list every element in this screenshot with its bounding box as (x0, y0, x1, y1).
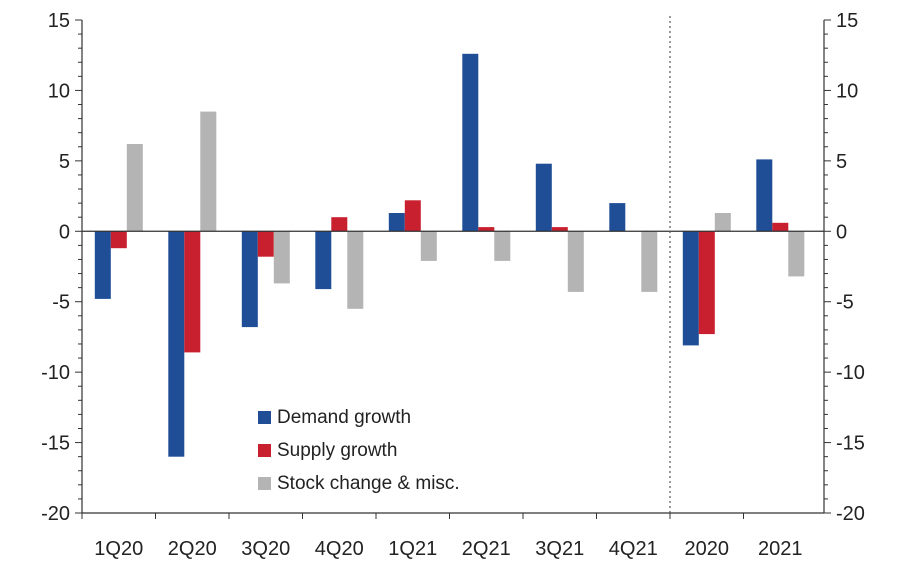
left-tick-label: -20 (41, 503, 70, 525)
legend-swatch-1 (258, 444, 271, 457)
bar-stock-change-misc-2021 (788, 231, 805, 277)
left-tick-label: 15 (48, 10, 70, 32)
right-tick-label: 10 (836, 80, 858, 102)
bar-demand-growth-3q20 (241, 231, 258, 328)
bar-stock-change-misc-3q21 (567, 231, 584, 292)
bar-demand-growth-2020 (682, 231, 699, 346)
bar-supply-growth-4q20 (331, 217, 348, 232)
x-tick-label-3q20: 3Q20 (241, 538, 290, 560)
left-tick-label: 0 (59, 221, 70, 243)
x-tick-label-2q20: 2Q20 (168, 538, 217, 560)
bar-stock-change-misc-4q21 (641, 231, 658, 292)
bar-supply-growth-3q20 (257, 231, 274, 257)
bar-supply-growth-2q21 (478, 227, 495, 232)
legend-swatch-2 (258, 477, 271, 490)
legend-label-1: Supply growth (277, 440, 397, 461)
left-tick-label: -10 (41, 362, 70, 384)
axes-group: 15 15 10 10 5 5 0 0 -5 -5 -10 -10 -15 -15 -20 -20 1Q20 2Q… (41, 10, 865, 560)
x-tick-label-4q21: 4Q21 (609, 538, 658, 560)
legend: Demand growth Supply growth Stock change &… (258, 407, 460, 494)
bar-demand-growth-4q20 (315, 231, 332, 290)
right-tick-label: 0 (836, 221, 847, 243)
legend-label-0: Demand growth (277, 407, 411, 428)
bar-stock-change-misc-2q21 (494, 231, 511, 261)
bar-supply-growth-3q21 (551, 227, 568, 232)
x-tick-label-2020: 2020 (685, 538, 730, 560)
bar-supply-growth-2021 (772, 222, 789, 232)
bar-stock-change-misc-1q21 (420, 231, 437, 261)
bar-demand-growth-2q20 (168, 231, 185, 457)
bar-supply-growth-1q21 (404, 200, 421, 232)
right-tick-label: -15 (836, 433, 865, 455)
right-tick-label: 5 (836, 151, 847, 173)
bar-demand-growth-2q21 (462, 53, 479, 232)
bar-demand-growth-4q21 (609, 203, 626, 232)
right-tick-label: -5 (836, 292, 854, 314)
bar-stock-change-misc-4q20 (347, 231, 364, 309)
legend-label-2: Stock change & misc. (277, 473, 460, 494)
right-tick-label: -20 (836, 503, 865, 525)
x-tick-label-3q21: 3Q21 (535, 538, 584, 560)
left-tick-label: -15 (41, 433, 70, 455)
bar-demand-growth-3q21 (535, 163, 552, 232)
left-tick-label: -5 (52, 292, 70, 314)
bar-stock-change-misc-2020 (714, 213, 731, 232)
bar-supply-growth-2q20 (184, 231, 201, 353)
x-tick-label-1q21: 1Q21 (388, 538, 437, 560)
bar-demand-growth-2021 (756, 159, 773, 232)
bar-supply-growth-2020 (698, 231, 715, 335)
left-tick-label: 10 (48, 80, 70, 102)
bars-group (94, 53, 805, 457)
x-tick-label-1q20: 1Q20 (94, 538, 143, 560)
x-tick-label-4q20: 4Q20 (315, 538, 364, 560)
bar-demand-growth-1q20 (94, 231, 111, 299)
x-tick-label-2021: 2021 (758, 538, 803, 560)
right-tick-label: 15 (836, 10, 858, 32)
bar-stock-change-misc-1q20 (126, 144, 143, 232)
left-tick-label: 5 (59, 151, 70, 173)
bar-supply-growth-1q20 (110, 231, 127, 249)
right-tick-label: -10 (836, 362, 865, 384)
bar-stock-change-misc-3q20 (273, 231, 290, 284)
bar-demand-growth-1q21 (388, 213, 405, 232)
x-tick-label-2q21: 2Q21 (462, 538, 511, 560)
legend-swatch-0 (258, 411, 271, 424)
bar-stock-change-misc-2q20 (200, 111, 217, 232)
